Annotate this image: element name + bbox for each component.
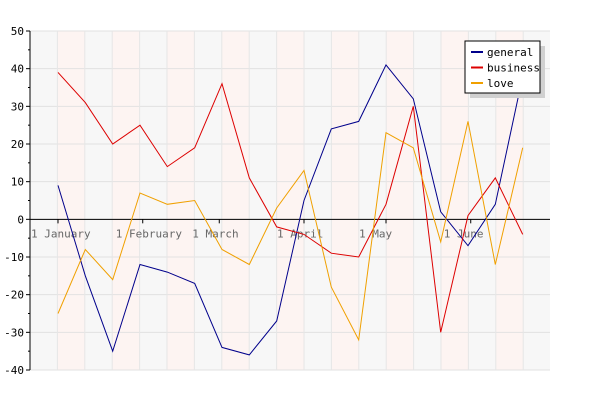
y-tick-label: -40	[4, 364, 24, 377]
background-band	[30, 31, 58, 370]
background-bands	[30, 31, 550, 370]
background-band	[167, 31, 195, 370]
y-tick-label: -10	[4, 251, 24, 264]
series-lines	[57, 63, 524, 356]
background-band	[84, 31, 113, 370]
y-tick-label: 20	[11, 138, 24, 151]
background-band	[57, 31, 85, 370]
legend: general business love	[464, 40, 545, 98]
y-tick-label: 50	[11, 25, 24, 38]
background-band	[249, 31, 277, 370]
background-band	[441, 31, 469, 370]
background-band	[194, 31, 222, 370]
y-tick-label: 40	[11, 63, 24, 76]
background-band	[139, 31, 167, 370]
background-band	[276, 31, 304, 370]
legend-label-general: general	[487, 46, 533, 59]
x-tick-label: 1 February	[116, 227, 183, 240]
y-tick-label: 0	[17, 213, 24, 226]
y-tick-label: -30	[4, 326, 24, 339]
series-line-general	[57, 63, 524, 356]
background-band	[221, 31, 250, 370]
axes	[26, 30, 550, 371]
x-tick-label: 1 March	[192, 227, 238, 240]
background-band	[304, 31, 332, 370]
background-band	[358, 31, 387, 370]
series-line-business	[57, 72, 524, 333]
y-tick-label: 30	[11, 100, 24, 113]
background-band	[413, 31, 441, 370]
background-band	[331, 31, 359, 370]
legend-label-business: business	[487, 62, 540, 75]
x-tick-label: 1 January	[31, 227, 91, 240]
series-line-love	[57, 121, 524, 342]
background-band	[112, 31, 140, 370]
x-tick-label: 1 May	[359, 227, 392, 240]
y-tick-label: -20	[4, 289, 24, 302]
legend-label-love: love	[487, 77, 514, 90]
background-band	[386, 31, 414, 370]
y-tick-label: 10	[11, 176, 24, 189]
y-tick-labels: 50 40 30 20 10 0 -10 -20 -30 -40	[4, 25, 24, 377]
